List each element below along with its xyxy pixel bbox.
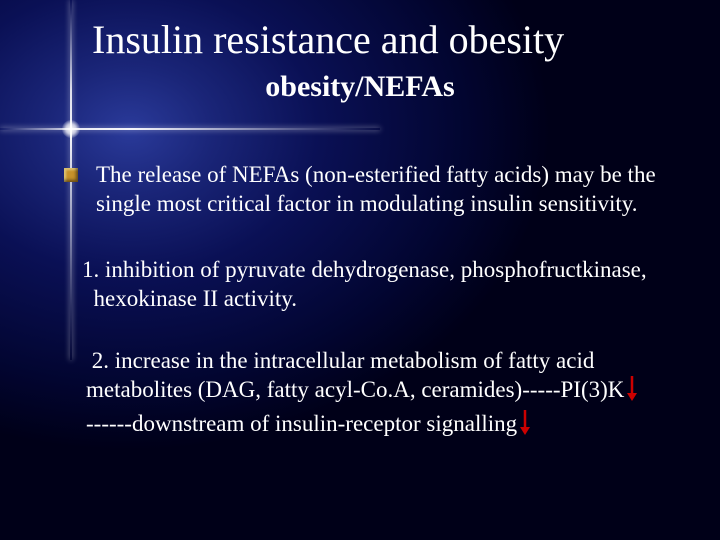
numbered-point-1: 1. inhibition of pyruvate dehydrogenase,… [82, 255, 680, 314]
lens-flare-core [62, 120, 80, 138]
bullet-item: The release of NEFAs (non-esterified fat… [64, 160, 680, 219]
down-arrow-icon [626, 375, 638, 408]
square-bullet-icon [64, 168, 78, 182]
slide-title: Insulin resistance and obesity [92, 16, 564, 63]
slide-body: The release of NEFAs (non-esterified fat… [64, 160, 680, 442]
point1-line1: 1. inhibition of pyruvate dehydrogenase,… [82, 257, 647, 282]
bullet-text: The release of NEFAs (non-esterified fat… [96, 160, 680, 219]
point2-line2: metabolites (DAG, fatty acyl-Co.A, ceram… [86, 377, 624, 402]
point2-line3: ------downstream of insulin-receptor sig… [86, 411, 517, 436]
numbered-point-2: 2. increase in the intracellular metabol… [86, 346, 680, 442]
point2-line1: 2. increase in the intracellular metabol… [92, 348, 595, 373]
slide-subtitle: obesity/NEFAs [0, 70, 720, 104]
down-arrow-icon [519, 409, 531, 442]
point1-line2: hexokinase II activity. [94, 286, 298, 311]
lens-flare-horizontal [0, 128, 380, 130]
